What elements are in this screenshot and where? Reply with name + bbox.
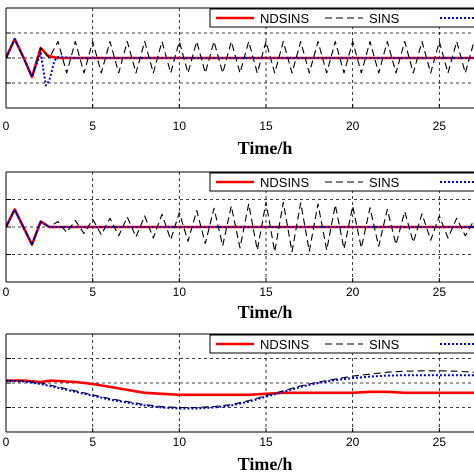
x-tick-label: 25 [433, 285, 447, 299]
x-tick-label: 0 [3, 285, 10, 299]
legend-label-ndsins: NDSINS [260, 175, 309, 190]
x-axis-label: Time/h [238, 302, 293, 322]
x-tick-label: 5 [89, 119, 96, 133]
series-line-t [6, 374, 474, 410]
x-tick-label: 0 [3, 435, 10, 449]
series-group [6, 370, 474, 410]
series-group [6, 201, 474, 253]
x-tick-label: 15 [259, 119, 273, 133]
x-tick-label: 5 [89, 435, 96, 449]
legend-label-sins: SINS [369, 175, 400, 190]
x-tick-label: 20 [346, 435, 360, 449]
x-tick-label: 15 [259, 285, 273, 299]
series-line-t [6, 38, 474, 87]
series-line-sins [6, 201, 474, 253]
x-axis-label: Time/h [238, 138, 293, 158]
x-tick-label: 20 [346, 119, 360, 133]
x-tick-label: 10 [173, 285, 187, 299]
x-tick-label: 25 [433, 119, 447, 133]
x-tick-label: 15 [259, 435, 273, 449]
x-axis-label: Time/h [238, 454, 293, 474]
legend-label-ndsins: NDSINS [260, 337, 309, 352]
series-line-sins [6, 38, 474, 78]
legend-label-sins: SINS [369, 337, 400, 352]
x-tick-label: 10 [173, 435, 187, 449]
series-group [6, 37, 474, 87]
x-tick-label: 10 [173, 119, 187, 133]
x-tick-label: 5 [89, 285, 96, 299]
series-line-t [6, 208, 474, 246]
x-tick-label: 20 [346, 285, 360, 299]
legend-label-sins: SINS [369, 11, 400, 26]
series-line-ndsins [6, 379, 474, 397]
x-tick-label: 0 [3, 119, 10, 133]
x-tick-label: 25 [433, 435, 447, 449]
legend-label-ndsins: NDSINS [260, 11, 309, 26]
